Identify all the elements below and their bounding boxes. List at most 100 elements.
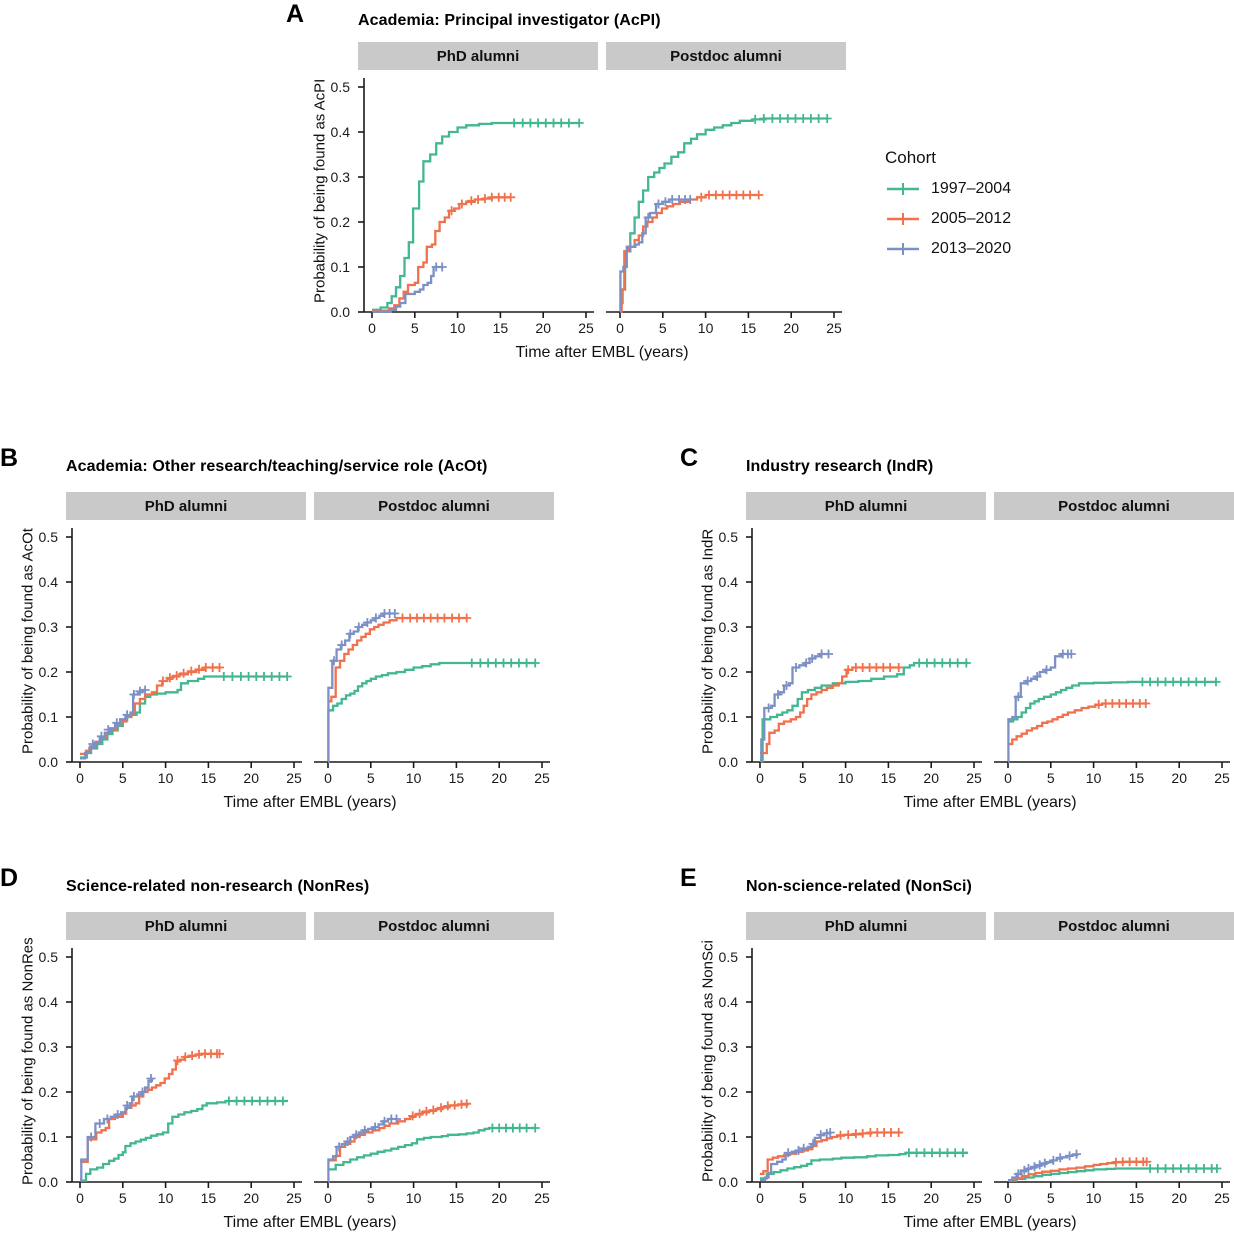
- censor-marks-2013–2020: [329, 609, 400, 666]
- facet-postdoc-alumni: Postdoc alumni 0 5 10 15 20 25: [606, 42, 846, 338]
- legend-entry-label: 2005–2012: [931, 210, 1012, 227]
- y-tick-label: 0.1: [38, 1129, 58, 1145]
- x-tick-label: 25: [534, 1190, 550, 1206]
- facet-plot: 0 5 10 15 20 25: [994, 1149, 1230, 1206]
- x-tick-label: 20: [1171, 770, 1187, 786]
- x-tick-label: 10: [158, 1190, 174, 1206]
- facet-strip-label: PhD alumni: [66, 492, 306, 520]
- panel-letter-E: E: [680, 864, 697, 892]
- facet-strip-label: PhD alumni: [358, 42, 598, 70]
- x-tick-label: 25: [286, 1190, 302, 1206]
- censor-marks-2005–2012: [447, 192, 516, 216]
- km-curve-1997–2004: [1008, 680, 1217, 723]
- x-tick-label: 25: [578, 320, 594, 336]
- x-tick-label: 15: [881, 770, 897, 786]
- x-tick-label: 5: [367, 1190, 375, 1206]
- x-tick-label: 25: [826, 320, 842, 336]
- legend: Cohort 1997–2004 2005–2012 2013–2020: [885, 148, 1011, 270]
- km-curve-2005–2012: [372, 196, 512, 312]
- facet-strip-label: PhD alumni: [66, 912, 306, 940]
- y-tick-label: 0.0: [38, 754, 58, 770]
- y-tick-label: 0.5: [330, 79, 350, 95]
- facet-row: 0.0 0.1 0.2 0.3 0.4 0.5 PhD alumni 0 5 10 15 20 25 Po…: [20, 912, 554, 1208]
- y-tick-label: 0.3: [718, 1039, 738, 1055]
- legend-key-icon: [887, 183, 919, 195]
- censor-marks-2013–2020: [334, 1114, 401, 1152]
- y-axis: 0.0 0.1 0.2 0.3 0.4 0.5: [312, 42, 358, 338]
- x-tick-label: 5: [411, 320, 419, 336]
- km-curve-2005–2012: [328, 616, 468, 703]
- legend-entry-label: 1997–2004: [931, 180, 1012, 197]
- x-tick-label: 20: [243, 1190, 259, 1206]
- facet-strip-label: PhD alumni: [746, 912, 986, 940]
- y-tick-label: 0.3: [330, 169, 350, 185]
- x-tick-label: 20: [491, 770, 507, 786]
- x-tick-label: 10: [1086, 770, 1102, 786]
- censor-marks-2005–2012: [398, 613, 472, 623]
- x-tick-label: 20: [243, 770, 259, 786]
- facet-phd-alumni: PhD alumni 0 5 10 15 20 25: [66, 492, 306, 788]
- y-tick-label: 0.2: [718, 664, 738, 680]
- censor-marks-1997–2004: [904, 1148, 968, 1158]
- km-curve-1997–2004: [372, 121, 580, 311]
- censor-marks-2013–2020: [764, 649, 833, 713]
- km-curve-1997–2004: [760, 1151, 968, 1180]
- x-tick-label: 25: [1214, 770, 1230, 786]
- censor-marks-1997–2004: [509, 118, 584, 128]
- x-tick-label: 20: [923, 770, 939, 786]
- y-axis: 0.0 0.1 0.2 0.3 0.4 0.5: [20, 912, 66, 1208]
- y-tick-label: 0.0: [718, 754, 738, 770]
- x-tick-label: 0: [368, 320, 376, 336]
- facet-phd-alumni: PhD alumni 0 5 10 15 20 25: [746, 912, 986, 1208]
- facet-strip-label: Postdoc alumni: [606, 42, 846, 70]
- censor-marks-1997–2004: [487, 1123, 540, 1133]
- x-tick-label: 15: [201, 1190, 217, 1206]
- y-tick-label: 0.2: [330, 214, 350, 230]
- censor-marks-1997–2004: [1145, 1164, 1222, 1173]
- km-curve-2013–2020: [760, 1132, 832, 1182]
- x-tick-label: 10: [1086, 1190, 1102, 1206]
- facet-phd-alumni: PhD alumni 0 5 10 15 20 25: [66, 912, 306, 1208]
- facet-phd-alumni: PhD alumni 0 5 10 15 20 25: [746, 492, 986, 788]
- y-axis-title: Probability of being found as NonRes: [19, 937, 37, 1185]
- x-tick-label: 15: [493, 320, 509, 336]
- x-tick-label: 15: [201, 770, 217, 786]
- x-tick-label: 0: [324, 770, 332, 786]
- x-tick-label: 0: [1004, 1190, 1012, 1206]
- facet-strip-label: Postdoc alumni: [314, 492, 554, 520]
- facet-plot: 0 5 10 15 20 25: [66, 948, 302, 1206]
- y-tick-label: 0.1: [718, 709, 738, 725]
- km-curve-1997–2004: [620, 117, 828, 305]
- y-tick-label: 0.1: [38, 709, 58, 725]
- facet-postdoc-alumni: Postdoc alumni 0 5 10 15 20 25: [994, 492, 1234, 788]
- facet-row: 0.0 0.1 0.2 0.3 0.4 0.5 PhD alumni 0 5 10 15 20 25 Po…: [700, 492, 1234, 788]
- km-curve-1997–2004: [80, 675, 288, 759]
- x-tick-label: 5: [1047, 770, 1055, 786]
- y-axis: 0.0 0.1 0.2 0.3 0.4 0.5: [700, 492, 746, 788]
- y-tick-label: 0.5: [718, 529, 738, 545]
- y-tick-label: 0.4: [718, 574, 738, 590]
- y-axis-title: Probability of being found as NonSci: [699, 940, 717, 1182]
- facet-plot: 0 5 10 15 20 25: [606, 114, 842, 336]
- censor-marks-2005–2012: [696, 190, 764, 202]
- y-tick-label: 0.2: [38, 1084, 58, 1100]
- legend-entry: 2005–2012: [885, 210, 1011, 228]
- x-axis-title: Time after EMBL (years): [903, 1214, 1077, 1231]
- y-tick-label: 0.4: [38, 574, 58, 590]
- panel-letter-B: B: [0, 444, 19, 472]
- km-curve-2005–2012: [760, 1131, 901, 1176]
- km-curve-2005–2012: [80, 1052, 220, 1163]
- km-curve-1997–2004: [328, 1126, 536, 1171]
- y-tick-label: 0.0: [718, 1174, 738, 1190]
- censor-marks-2005–2012: [1111, 1157, 1152, 1167]
- censor-marks-2013–2020: [783, 1128, 835, 1158]
- km-curve-1997–2004: [327, 661, 536, 763]
- x-tick-label: 0: [324, 1190, 332, 1206]
- x-tick-label: 25: [286, 770, 302, 786]
- x-tick-label: 10: [698, 320, 714, 336]
- y-tick-label: 0.3: [38, 619, 58, 635]
- km-curve-2005–2012: [760, 666, 901, 755]
- facet-plot: 0 5 10 15 20 25: [994, 649, 1230, 786]
- km-curve-2013–2020: [80, 688, 146, 760]
- x-axis-title: Time after EMBL (years): [903, 794, 1077, 811]
